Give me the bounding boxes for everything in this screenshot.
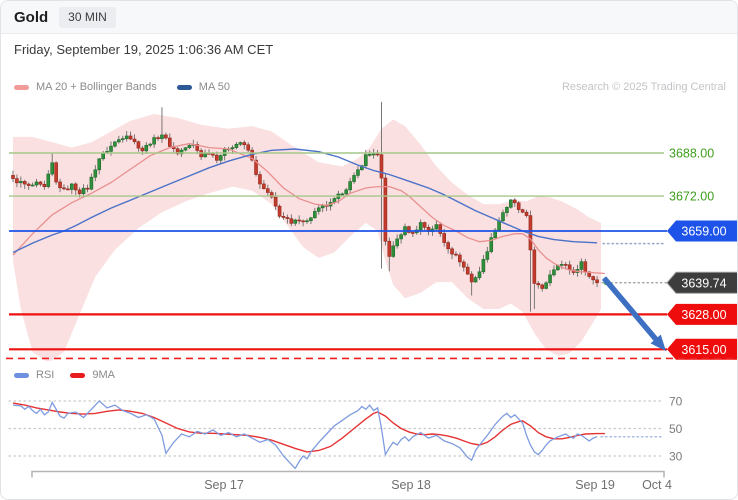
rsi-axis-label-30: 30 <box>669 450 683 464</box>
time-axis-bracket <box>31 470 665 478</box>
ma50-line <box>12 148 598 254</box>
legend-item-9ma: 9MA <box>70 369 115 381</box>
ma20-line <box>12 142 605 275</box>
rsi-axis-label-70: 70 <box>669 395 683 409</box>
price-badge-label-3628.00: 3628.00 <box>681 308 726 322</box>
legend-item-rsi: RSI <box>14 369 54 381</box>
rsi-9ma-swatch-icon <box>70 372 86 378</box>
price-badge-label-3615.00: 3615.00 <box>681 343 726 357</box>
x-axis-label-sep-18: Sep 18 <box>391 478 431 492</box>
ma50-swatch-icon <box>176 84 192 90</box>
timeframe-badge: 30 MIN <box>59 6 116 28</box>
forecast-arrow-head <box>650 334 666 352</box>
last-price-badge-label: 3639.74 <box>681 276 726 290</box>
level-label-3672.00: 3672.00 <box>669 190 714 204</box>
price-badge-3659.00 <box>667 220 737 242</box>
chart-header: Gold 30 MIN <box>1 1 737 34</box>
last-price-badge <box>666 271 737 294</box>
rsi-line <box>12 400 598 469</box>
report-datetime: Friday, September 19, 2025 1:06:36 AM CE… <box>14 42 274 57</box>
price-badge-3615.00 <box>667 338 737 360</box>
legend-item-ma50: MA 50 <box>176 81 230 93</box>
instrument-title: Gold <box>14 8 49 26</box>
x-axis-label-sep-17: Sep 17 <box>204 478 244 492</box>
ma20-bollinger-swatch-icon <box>14 84 29 90</box>
rsi-9ma-line <box>12 402 605 453</box>
legend-label-ma50: MA 50 <box>198 81 230 93</box>
main-chart-legend: MA 20 + Bollinger Bands MA 50 <box>14 81 230 93</box>
legend-label-rsi: RSI <box>36 369 55 381</box>
legend-label-ma20-bollinger: MA 20 + Bollinger Bands <box>36 81 157 93</box>
level-label-3688.00: 3688.00 <box>669 147 714 161</box>
rsi-panel: 70 50 30 <box>8 395 683 469</box>
x-axis-label-oct-4: Oct 4 <box>642 478 672 492</box>
x-axis-label-sep-19: Sep 19 <box>575 478 615 492</box>
price-badge-label-3659.00: 3659.00 <box>681 224 726 238</box>
research-watermark: Research © 2025 Trading Central <box>561 81 726 93</box>
price-panel <box>11 101 605 361</box>
bollinger-band-area <box>13 114 601 361</box>
price-badge-3628.00 <box>667 303 737 325</box>
legend-item-ma20-bollinger: MA 20 + Bollinger Bands <box>14 81 157 93</box>
forecast-arrow-shaft <box>601 276 660 343</box>
rsi-swatch-icon <box>14 372 29 378</box>
rsi-legend: RSI 9MA <box>14 369 115 381</box>
legend-label-9ma: 9MA <box>92 369 115 381</box>
rsi-axis-label-50: 50 <box>669 422 683 436</box>
